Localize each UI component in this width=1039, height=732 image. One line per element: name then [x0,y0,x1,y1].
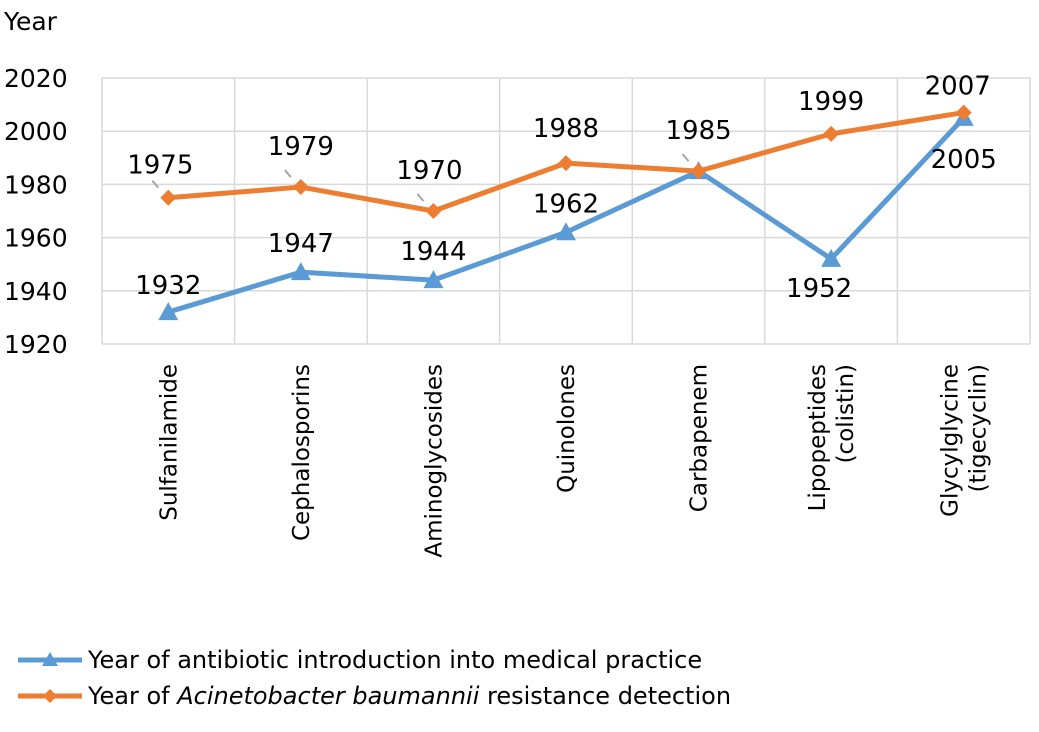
data-label: 1979 [268,132,334,162]
y-axis-title: Year [3,7,58,36]
legend-label-resistance: Year of Acinetobacter baumannii resistan… [88,682,731,710]
category-label: Carbapenem [687,364,713,512]
category-label: Glycylglycine [938,364,964,517]
y-tick-label: 1940 [4,277,68,306]
y-tick-label: 1960 [4,224,68,253]
series-group [158,104,974,321]
data-label: 1947 [268,229,334,259]
data-label: 1999 [798,87,864,117]
data-label: 1985 [665,116,731,146]
category-label: Aminoglycosides [421,364,447,558]
data-label: 1944 [400,237,466,267]
leader-lines [151,153,690,202]
gridlines [101,77,1031,345]
data-label: 1952 [786,274,852,304]
y-tick-label: 2000 [4,117,68,146]
data-label: 1975 [127,151,193,181]
leader-line [681,153,690,162]
legend-swatch-blue-triangle [18,652,82,666]
diamond-marker [425,203,442,219]
chart: Year 1920 1940 1960 1980 2000 2020 Sulfanilam… [3,7,1031,558]
legend-item-introduction: Year of antibiotic introduction into med… [18,642,731,678]
category-label: Lipopeptides [805,364,831,511]
legend-item-resistance: Year of Acinetobacter baumannii resistan… [18,678,731,714]
diamond-marker [292,179,309,196]
data-label: 2007 [925,72,991,102]
category-label: Quinolones [554,364,580,493]
legend: Year of antibiotic introduction into med… [18,642,731,714]
y-tick-labels: 1920 1940 1960 1980 2000 2020 [4,64,68,359]
data-labels: 1932 1947 1944 1962 1952 2005 1975 1979 1970 1988… [127,72,997,304]
category-label: (tigecyclin) [966,364,992,492]
triangle-marker [423,270,444,289]
category-labels: Sulfanilamide Cephalosporins Aminoglycosid… [156,364,991,558]
diamond-marker [955,104,972,121]
data-label: 1988 [533,114,599,144]
triangle-marker [158,302,179,321]
leader-line [284,169,292,178]
y-tick-label: 1920 [4,330,68,359]
triangle-marker [290,262,311,281]
data-label: 1970 [396,156,462,186]
legend-label-resistance-suffix: resistance detection [479,682,732,710]
y-tick-label: 2020 [4,64,68,93]
triangle-marker [821,248,842,267]
diamond-marker [160,189,177,206]
data-label: 2005 [931,145,997,175]
diamond-marker [823,125,840,142]
legend-label-introduction: Year of antibiotic introduction into med… [88,646,703,674]
category-label: Cephalosporins [289,364,315,541]
data-label: 1962 [533,189,599,219]
category-label: (colistin) [833,364,859,463]
legend-label-resistance-prefix: Year of [88,682,178,710]
leader-line [416,193,425,202]
y-tick-label: 1980 [4,170,68,199]
triangle-marker [556,222,576,241]
category-label: Sulfanilamide [156,364,182,521]
data-label: 1932 [135,271,201,301]
diamond-marker [690,163,707,180]
legend-label-resistance-species: Acinetobacter baumannii [177,682,480,710]
diamond-marker [558,155,574,172]
legend-swatch-orange-diamond [18,689,82,703]
leader-line [151,180,160,189]
